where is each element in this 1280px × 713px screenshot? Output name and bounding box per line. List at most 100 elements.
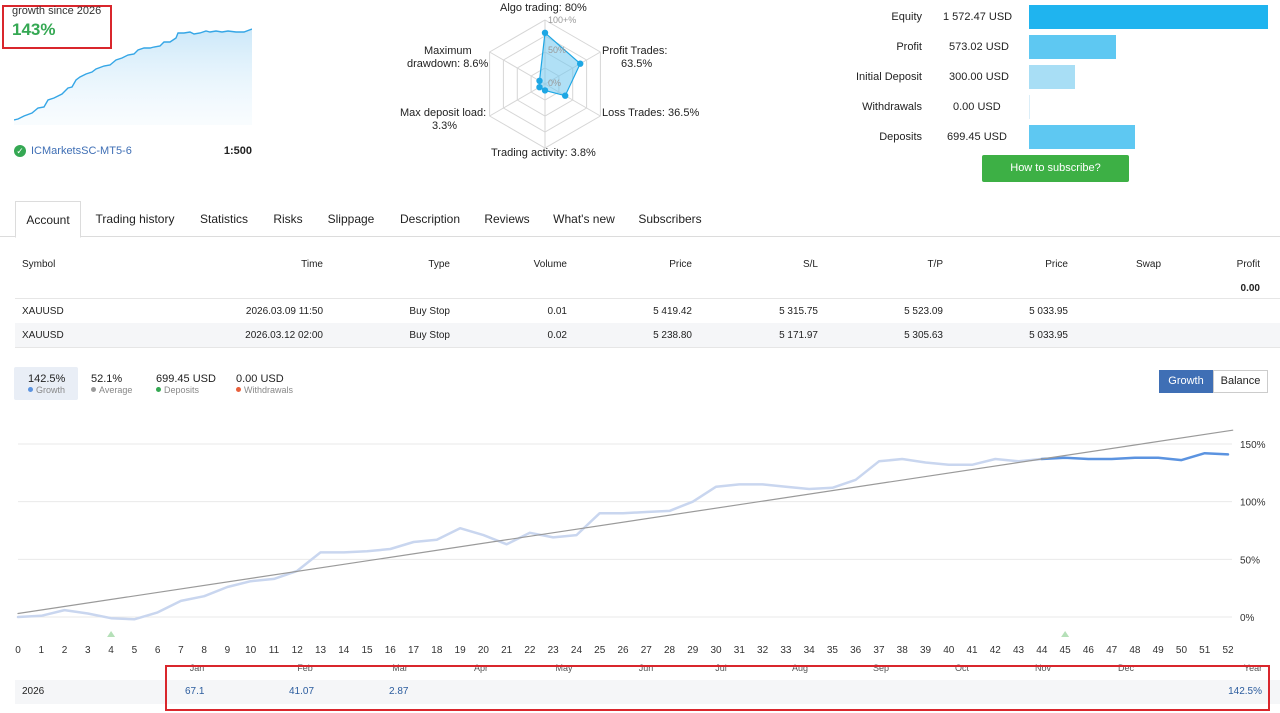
col-price-current: Price	[1045, 259, 1068, 270]
growth-value: 143%	[12, 20, 56, 39]
col-volume: Volume	[533, 259, 567, 270]
chart-month-label: Sep	[873, 663, 889, 673]
radar-chart: 100+% 50% 0%	[489, 15, 601, 149]
chart-x-tick: 30	[711, 645, 723, 656]
tab-reviews[interactable]: Reviews	[484, 212, 530, 226]
stat-bar-deposits	[1029, 125, 1135, 149]
chart-x-tick: 38	[897, 645, 909, 656]
legend-average-label-wrap[interactable]: Average	[91, 385, 132, 395]
yearly-mar-value[interactable]: 2.87	[389, 686, 409, 697]
stat-value-profit: 573.02 USD	[949, 41, 1009, 53]
stat-bar-profit	[1029, 35, 1116, 59]
growth-since-label: growth since 2026	[12, 5, 102, 17]
chart-month-label: Nov	[1035, 663, 1052, 673]
stat-value-deposits: 699.45 USD	[947, 131, 1007, 143]
radar-scale-0: 0%	[548, 78, 561, 88]
chart-month-label: Mar	[392, 663, 408, 673]
chart-x-tick: 8	[201, 645, 207, 656]
radar-label-dd-2: drawdown: 8.6%	[407, 58, 489, 70]
tab-subscribers[interactable]: Subscribers	[638, 212, 702, 226]
growth-dot-icon	[28, 387, 33, 392]
tab-risks[interactable]: Risks	[273, 212, 303, 226]
chart-x-tick: 16	[385, 645, 397, 656]
radar-label-load-2: 3.3%	[432, 120, 458, 132]
deposit-marker-icon	[1061, 631, 1070, 637]
chart-y-tick: 100%	[1240, 498, 1266, 509]
tab-statistics[interactable]: Statistics	[199, 212, 248, 226]
legend-average-label: Average	[99, 385, 133, 395]
chart-x-tick: 35	[827, 645, 839, 656]
chart-x-tick: 9	[225, 645, 231, 656]
cell-tp: 5 305.63	[904, 330, 943, 341]
radar-label-profit-1: Profit Trades:	[602, 45, 668, 57]
mini-chart-line	[14, 28, 252, 121]
stat-value-equity: 1 572.47 USD	[943, 11, 1013, 23]
legend-withdrawals-label-wrap[interactable]: Withdrawals	[236, 385, 293, 395]
year-label: 2026	[22, 686, 45, 697]
chart-x-tick: 23	[548, 645, 560, 656]
chart-x-tick: 45	[1060, 645, 1072, 656]
cell-time: 2026.03.12 02:00	[245, 330, 323, 341]
tab-trading-history[interactable]: Trading history	[95, 212, 175, 226]
cell-sl: 5 171.97	[779, 330, 818, 341]
chart-x-tick: 37	[873, 645, 885, 656]
chart-x-tick: 52	[1222, 645, 1234, 656]
radar-point	[536, 77, 543, 85]
chart-x-tick: 51	[1199, 645, 1211, 656]
cell-volume: 0.02	[547, 330, 567, 341]
average-dot-icon	[91, 387, 96, 392]
chart-x-tick: 27	[641, 645, 653, 656]
tab-account[interactable]: Account	[15, 201, 81, 238]
chart-x-tick: 14	[338, 645, 350, 656]
chart-x-tick: 48	[1129, 645, 1141, 656]
chart-x-tick: 28	[664, 645, 676, 656]
col-price-open: Price	[669, 259, 692, 270]
chart-x-tick: 21	[501, 645, 513, 656]
chart-x-tick: 4	[108, 645, 114, 656]
cell-volume: 0.01	[547, 306, 567, 317]
legend-withdrawals-label: Withdrawals	[244, 385, 294, 395]
growth-toggle-button[interactable]: Growth	[1159, 370, 1213, 393]
radar-label-load-1: Max deposit load:	[400, 107, 487, 119]
chart-y-tick: 150%	[1240, 440, 1266, 451]
tab-slippage[interactable]: Slippage	[327, 212, 375, 226]
total-profit: 0.00	[1240, 283, 1260, 294]
leverage-value: 1:500	[223, 145, 252, 157]
row-divider	[15, 347, 1280, 348]
yearly-row	[15, 680, 1280, 704]
radar-axis	[489, 83, 546, 117]
tab-whats-new[interactable]: What's new	[553, 212, 615, 226]
legend-growth-value: 142.5%	[28, 373, 66, 385]
chart-month-label: Year	[1244, 663, 1262, 673]
chart-x-tick: 15	[361, 645, 373, 656]
legend-withdrawals-value: 0.00 USD	[236, 373, 284, 385]
col-sl: S/L	[802, 259, 818, 270]
cell-tp: 5 523.09	[904, 306, 943, 317]
cell-price: 5 419.42	[653, 306, 692, 317]
stat-bar-equity	[1029, 5, 1268, 29]
yearly-highlight-box	[165, 665, 1270, 711]
stat-label-initial-deposit: Initial Deposit	[855, 71, 922, 83]
tab-bar: Account Trading history Statistics Risks…	[0, 201, 1280, 238]
radar-scale-50: 50%	[548, 45, 566, 55]
yearly-feb-value[interactable]: 41.07	[289, 686, 315, 697]
growth-highlight-box	[2, 5, 112, 49]
chart-month-label: Jul	[715, 663, 727, 673]
chart-x-tick: 10	[245, 645, 257, 656]
cell-type: Buy Stop	[409, 306, 450, 317]
chart-x-tick: 17	[408, 645, 420, 656]
balance-toggle-button[interactable]: Balance	[1213, 370, 1268, 393]
chart-y-tick: 50%	[1240, 555, 1260, 566]
tab-description[interactable]: Description	[399, 212, 461, 226]
legend-deposits-label-wrap[interactable]: Deposits	[156, 385, 199, 395]
yearly-jan-value[interactable]: 67.1	[185, 686, 205, 697]
chart-x-tick: 13	[315, 645, 327, 656]
subscribe-button[interactable]: How to subscribe?	[982, 155, 1129, 182]
chart-x-tick: 0	[15, 645, 21, 656]
chart-series-past	[16, 457, 1044, 621]
chart-month-label: Jun	[639, 663, 654, 673]
col-time: Time	[301, 259, 323, 270]
chart-x-tick: 50	[1176, 645, 1188, 656]
broker-link[interactable]: ICMarketsSC-MT5-6	[31, 145, 132, 157]
legend-growth[interactable]	[14, 367, 78, 400]
